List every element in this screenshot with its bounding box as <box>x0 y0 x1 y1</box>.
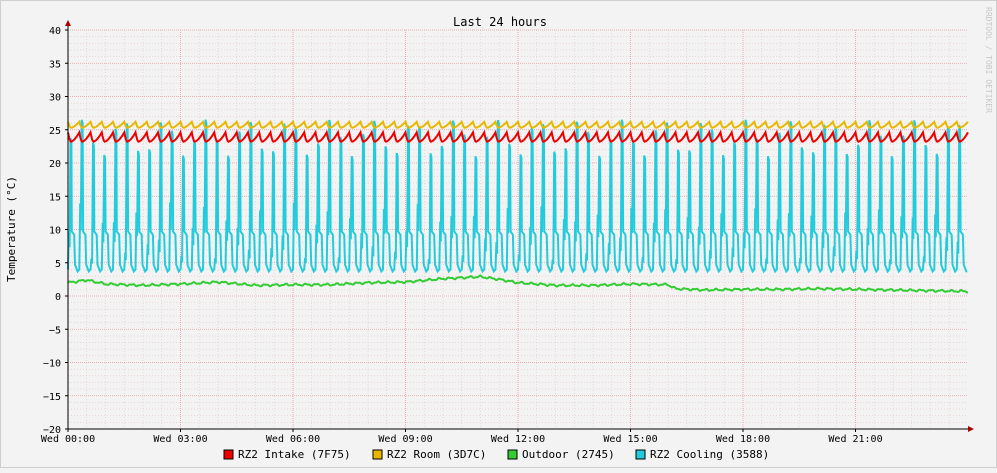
legend-item: RZ2 Intake (7F75) <box>223 448 351 461</box>
legend-label: RZ2 Cooling (3588) <box>650 448 769 461</box>
legend-item: RZ2 Room (3D7C) <box>372 448 486 461</box>
y-tick-label: −5 <box>49 325 61 336</box>
legend-label: RZ2 Room (3D7C) <box>387 448 486 461</box>
y-axis-arrow <box>65 20 71 26</box>
y-tick-label: 35 <box>49 59 61 70</box>
chart-title: Last 24 hours <box>453 15 547 29</box>
y-tick-label: 10 <box>49 226 61 237</box>
y-tick-label: −10 <box>43 359 61 370</box>
y-tick-label: −20 <box>43 425 61 436</box>
y-tick-label: 5 <box>55 259 61 270</box>
x-axis-arrow <box>968 426 974 432</box>
x-tick-label: Wed 15:00 <box>603 434 657 445</box>
legend-swatch <box>507 449 518 460</box>
series-line-rz2-room-3d7c <box>67 119 969 129</box>
x-tick-label: Wed 06:00 <box>266 434 320 445</box>
x-tick-label: Wed 21:00 <box>828 434 882 445</box>
legend-item: RZ2 Cooling (3588) <box>635 448 769 461</box>
y-tick-label: 20 <box>49 159 61 170</box>
y-tick-label: 30 <box>49 93 61 104</box>
legend-item: Outdoor (2745) <box>507 448 615 461</box>
legend-swatch <box>372 449 383 460</box>
x-tick-labels: Wed 00:00 Wed 03:00 Wed 06:00 Wed 09:00 Wed … <box>41 434 883 445</box>
x-tick-label: Wed 18:00 <box>716 434 770 445</box>
y-tick-label: 15 <box>49 192 61 203</box>
y-tick-labels: −20 −15 −10 −5 0 5 10 15 20 25 30 35 40 <box>43 26 61 436</box>
y-tick-label: 25 <box>49 126 61 137</box>
x-tick-label: Wed 12:00 <box>491 434 545 445</box>
x-tick-label: Wed 03:00 <box>153 434 207 445</box>
series-lines <box>67 119 969 294</box>
legend: RZ2 Intake (7F75) RZ2 Room (3D7C) Outdoor … <box>223 448 769 461</box>
series-line-outdoor-2745 <box>67 274 968 294</box>
rrdtool-watermark: RRDTOOL / TOBI OETIKER <box>984 7 993 113</box>
x-tick-label: Wed 09:00 <box>378 434 432 445</box>
y-tick-label: −15 <box>43 392 61 403</box>
legend-label: Outdoor (2745) <box>522 448 615 461</box>
series-line-rz2-intake-7f75 <box>67 129 969 143</box>
y-tick-label: 40 <box>49 26 61 37</box>
legend-swatch <box>635 449 646 460</box>
y-axis-label: Temperature (°C) <box>5 176 18 282</box>
axes <box>65 20 974 432</box>
y-tick-label: 0 <box>55 292 61 303</box>
legend-label: RZ2 Intake (7F75) <box>238 448 351 461</box>
x-tick-label: Wed 00:00 <box>41 434 95 445</box>
legend-swatch <box>223 449 234 460</box>
